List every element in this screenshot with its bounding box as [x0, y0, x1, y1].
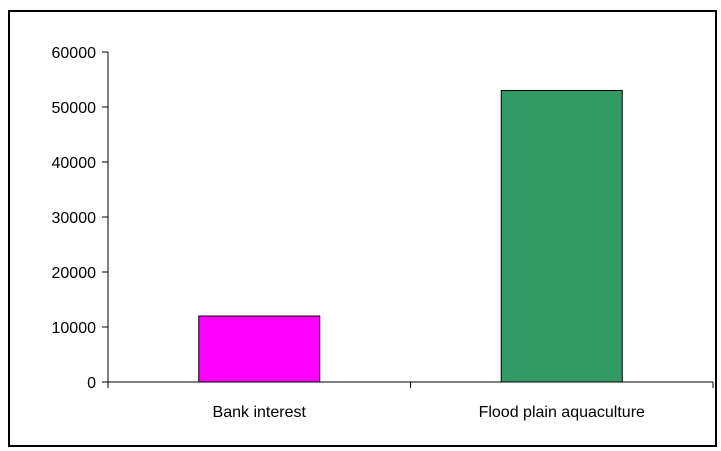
y-tick-label: 60000: [52, 45, 97, 62]
y-tick-label: 30000: [52, 210, 97, 227]
y-tick-label: 40000: [52, 155, 97, 172]
bars: [198, 90, 623, 383]
x-axis: [107, 381, 714, 388]
y-tick-label: 10000: [52, 320, 97, 337]
x-tick-label: Flood plain aquaculture: [479, 404, 645, 421]
y-axis: 0 10000 20000 30000 40000 50000 60000: [52, 45, 109, 392]
bar: [500, 90, 623, 383]
x-tick-labels: Bank interest Flood plain aquaculture: [213, 404, 645, 421]
y-tick-label: 0: [87, 375, 96, 392]
bar: [198, 315, 321, 383]
y-tick-label: 50000: [52, 100, 97, 117]
x-tick-label: Bank interest: [213, 404, 307, 421]
y-tick-label: 20000: [52, 265, 97, 282]
